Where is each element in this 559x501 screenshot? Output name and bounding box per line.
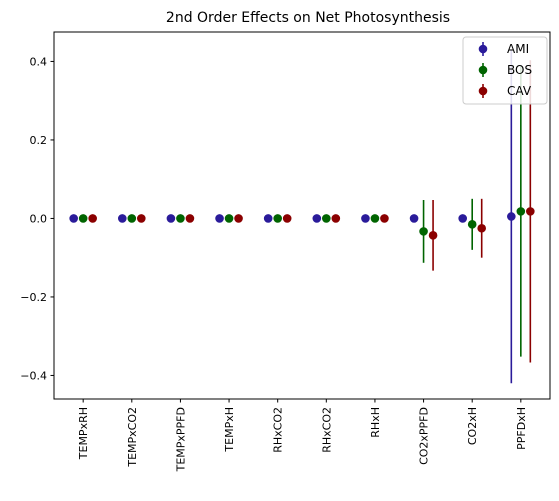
point-ami xyxy=(215,214,224,223)
y-tick-label: −0.4 xyxy=(20,369,47,382)
plot-marks xyxy=(69,49,535,384)
x-tick-label: TEMPxRH xyxy=(77,407,90,460)
y-tick-label: 0.4 xyxy=(30,55,48,68)
point-ami xyxy=(361,214,370,223)
x-tick-label: CO2xPPFD xyxy=(418,407,431,465)
point-ami xyxy=(166,214,176,223)
legend-marker xyxy=(478,65,488,75)
point-cav xyxy=(380,214,389,223)
x-axis: TEMPxRH TEMPxCO2 TEMPxPPFD TEMPxH RHxCO2 RHxC… xyxy=(77,399,528,472)
y-tick-label: 0.0 xyxy=(30,212,48,225)
legend-marker xyxy=(478,86,488,96)
x-tick-label: CO2xH xyxy=(466,407,479,445)
point-ami xyxy=(118,214,127,223)
point-bos xyxy=(322,214,331,223)
point-bos xyxy=(176,214,185,223)
y-tick-label: 0.2 xyxy=(30,134,48,147)
point-ami xyxy=(458,214,467,223)
plot-frame xyxy=(53,31,551,400)
point-cav xyxy=(185,214,195,223)
point-bos xyxy=(127,214,137,223)
point-cav xyxy=(234,214,243,223)
point-cav xyxy=(428,231,438,240)
point-bos xyxy=(370,214,380,223)
point-cav xyxy=(137,214,146,223)
x-tick-label: TEMPxPPFD xyxy=(174,407,187,472)
x-tick-label: PPFDxH xyxy=(515,407,528,450)
point-ami xyxy=(312,214,322,223)
point-cav xyxy=(331,214,341,223)
point-ami xyxy=(69,214,78,223)
point-bos xyxy=(78,214,88,223)
legend-box xyxy=(462,36,548,105)
point-bos xyxy=(467,220,477,229)
x-tick-label: TEMPxH xyxy=(223,407,236,453)
point-bos xyxy=(516,207,526,216)
y-axis: −0.4 −0.2 0.0 0.2 0.4 xyxy=(20,55,54,382)
legend-marker xyxy=(478,44,488,54)
legend-label-bos: BOS xyxy=(507,63,532,77)
legend: AMI BOS CAV xyxy=(462,36,548,105)
point-ami xyxy=(507,212,516,221)
point-ami xyxy=(263,214,273,223)
x-tick-label: RHxH xyxy=(369,407,382,438)
point-cav xyxy=(526,207,535,216)
legend-label-ami: AMI xyxy=(507,42,529,56)
legend-label-cav: CAV xyxy=(507,84,532,98)
chart-title: 2nd Order Effects on Net Photosynthesis xyxy=(166,10,450,26)
point-bos xyxy=(273,214,282,223)
point-cav xyxy=(282,214,292,223)
point-bos xyxy=(224,214,234,223)
x-tick-label: RHxCO2 xyxy=(272,407,285,453)
y-tick-label: −0.2 xyxy=(20,291,47,304)
point-cav xyxy=(477,223,486,233)
point-bos xyxy=(419,227,428,236)
x-tick-label: RHxCO2 xyxy=(320,407,333,453)
x-tick-label: TEMPxCO2 xyxy=(126,407,139,468)
point-ami xyxy=(409,214,419,223)
point-cav xyxy=(88,214,97,223)
